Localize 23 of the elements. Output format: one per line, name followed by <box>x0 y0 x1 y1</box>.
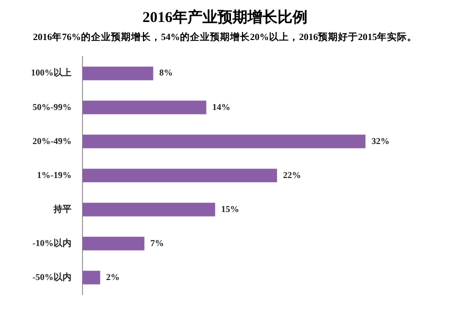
data-label: 32% <box>371 136 390 146</box>
data-label: 22% <box>283 170 302 180</box>
data-label: 7% <box>150 238 164 248</box>
data-label: 14% <box>212 102 230 112</box>
y-tick-label: -10%以内 <box>32 238 72 248</box>
data-label: 8% <box>159 68 173 78</box>
y-tick-label: 100%以上 <box>31 68 72 78</box>
y-tick-label: -50%以内 <box>32 272 72 282</box>
y-tick-label: 1%-19% <box>37 170 72 180</box>
bar <box>82 236 144 250</box>
bar <box>82 100 206 114</box>
bar <box>82 134 366 148</box>
bar <box>82 202 216 216</box>
chart-title: 2016年产业预期增长比例 <box>142 8 308 27</box>
y-tick-label: 持平 <box>52 204 72 214</box>
chart-subtitle: 2016年76%的企业预期增长，54%的企业预期增长20%以上，2016预期好于2015年实际。 <box>32 31 418 44</box>
y-tick-label: 50%-99% <box>32 102 72 112</box>
data-label: 2% <box>106 272 120 282</box>
bar <box>82 66 154 80</box>
bar <box>82 270 100 284</box>
bar <box>82 168 278 182</box>
data-label: 15% <box>221 204 240 214</box>
y-tick-label: 20%-49% <box>32 136 72 146</box>
